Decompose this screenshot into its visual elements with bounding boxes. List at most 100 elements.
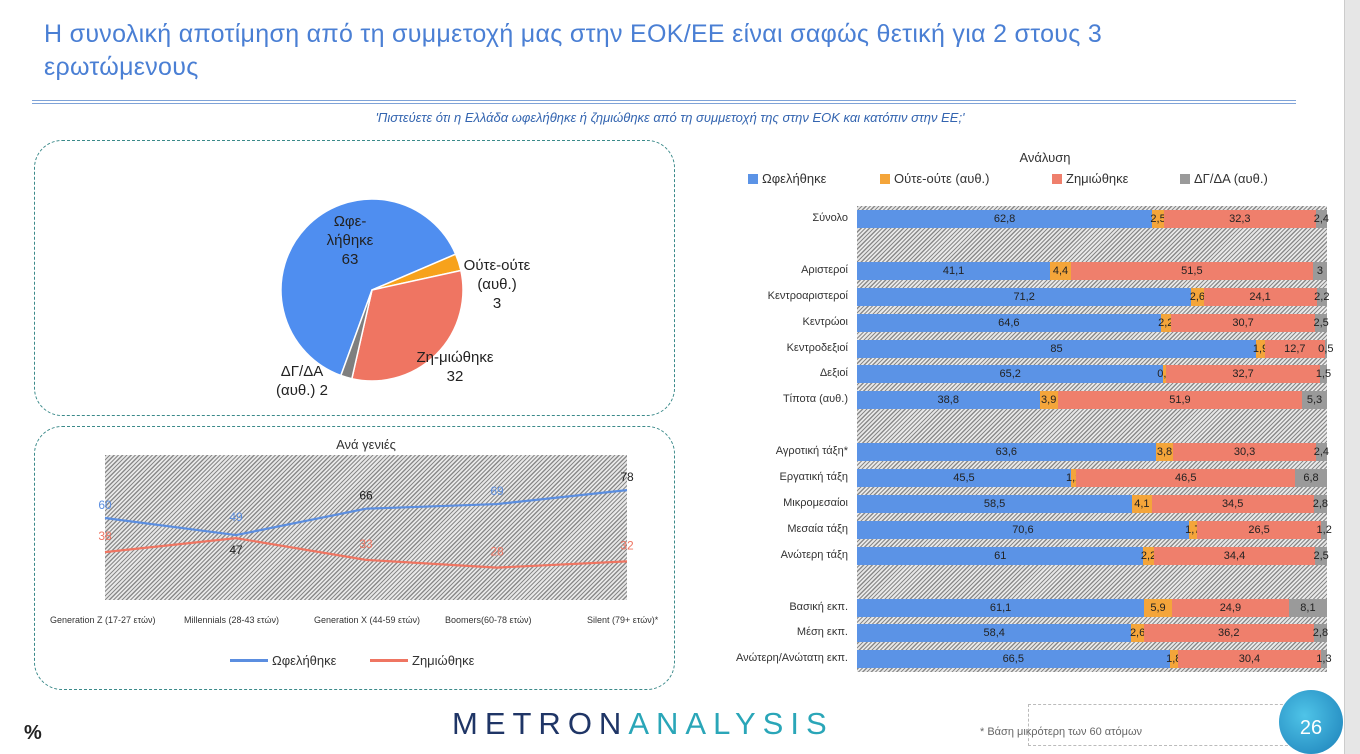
bar-segment: 0,5 [1318,339,1333,358]
data-label: 78 [620,470,634,484]
pie-slice [339,289,373,380]
legend-harmed: Ζημιώθηκε [370,653,474,668]
bar-segment: 64,6 [857,313,1161,332]
bar-row-label: Τίποτα (αυθ.) [782,393,848,406]
pie-label-harmed: Ζη-μιώθηκε 32 [416,349,494,385]
bar-row-label: Αγροτική τάξη* [775,445,848,458]
bar-segment: 2,8 [1313,494,1328,513]
bar-segment: 4,1 [1132,494,1152,513]
pie-chart [280,198,464,382]
legend-line-swatch [230,659,268,662]
bar-segment: 5,3 [1302,391,1327,410]
page-number: 26 [1279,690,1343,754]
data-label: 32 [620,538,634,552]
bar-row-label: Μεσαία τάξη [787,522,848,535]
bar-segment: 58,5 [857,494,1133,513]
x-tick-label: Millennials (28-43 ετών) [184,615,279,625]
bar-segment: 46,5 [1076,469,1296,487]
bar-segment: 3 [1312,261,1327,280]
data-label: 38 [98,529,112,543]
bar-segment: 3,8 [1155,443,1174,462]
data-label: 49 [229,510,243,524]
data-label: 60 [98,498,112,512]
scrollbar[interactable] [1344,0,1360,754]
bar-segment: 1,8 [1166,650,1181,669]
bar-segment: 61,1 [857,598,1145,617]
bar-segment: 30,3 [1173,443,1316,462]
bar-segment: 38,8 [857,391,1040,410]
bar-segment: 24,1 [1203,287,1317,306]
slide-title: Η συνολική αποτίμηση από τη συμμετοχή μα… [44,20,1103,81]
bar-segment: 2,5 [1313,546,1329,565]
bar-row-label: Σύνολο [812,212,848,224]
bar-row-label: Ανώτερη τάξη [780,548,848,561]
question-text: 'Πιστεύετε ότι η Ελλάδα ωφελήθηκε ή ζημι… [375,110,965,125]
bar-segment: 1,5 [1316,365,1331,384]
bar-segment: 63,6 [857,443,1156,462]
bar-segment: 70,6 [857,520,1189,539]
bar-segment: 2,5 [1313,313,1329,332]
bar-segment: 2,5 [1150,210,1166,228]
bar-segment: 5,9 [1144,598,1172,617]
data-label: 47 [229,543,243,557]
bar-segment: 2,6 [1190,287,1205,306]
bar-segment: 32,3 [1163,210,1316,228]
line-chart-title: Ανά γενιές [336,437,396,452]
bar-segment: 26,5 [1196,520,1322,539]
bar-segment: 30,4 [1178,650,1321,669]
bar-segment: 24,9 [1171,598,1289,617]
bar-row-label: Δεξιοί [819,367,848,380]
pie-label-benefited: Ωφε-λήθηκε 63 [326,213,374,268]
bar-segment: 41,1 [857,261,1051,280]
bar-segment: 3,9 [1039,391,1058,410]
legend-benefited: Ωφελήθηκε [748,171,826,186]
bar-segment: 1,7 [1185,520,1200,539]
title-rule [32,100,1296,101]
x-tick-label: Generation X (44-59 ετών) [314,615,421,625]
data-label: 69 [490,484,504,498]
bar-segment: 51,9 [1057,391,1303,410]
x-tick-label: Generation Z (17-27 ετών) [50,615,156,625]
legend-line-swatch [370,659,408,662]
line-panel [34,426,675,690]
bar-segment: 6,8 [1295,469,1327,487]
bar-segment: 2,4 [1314,443,1329,462]
bar-row-label: Αριστεροί [801,263,848,276]
bar-segment: 2,2 [1314,287,1329,306]
bar-segment: 45,5 [857,469,1071,487]
bar-segment: 58,4 [857,624,1132,643]
bar-segment: 61 [857,546,1144,565]
bar-plot-area [857,206,1327,672]
x-tick-label: Boomers(60-78 ετών) [445,615,532,625]
pie-label-dk: ΔΓ/ΔΑ (αυθ.) 2 [276,363,328,399]
footnote-box [1028,704,1298,746]
bar-segment: 34,5 [1151,494,1314,513]
title-rule-2 [32,103,1296,104]
bar-row-label: Μέση εκπ. [796,626,848,639]
bar-segment: 65,2 [857,365,1164,384]
footnote: * Βάση μικρότερη των 60 ατόμων [980,726,1143,738]
pie-slice [350,269,464,382]
bar-chart-title: Ανάλυση [1019,150,1071,165]
bar-row-label: Κεντρώοι [802,315,849,328]
bar-segment: 62,8 [857,210,1153,228]
bar-segment: 32,7 [1166,365,1320,384]
line-plot-area [105,455,627,600]
bar-row-label: Βασική εκπ. [789,600,848,613]
bar-segment: 71,2 [857,287,1192,306]
bar-segment: 12,7 [1265,339,1325,358]
bar-segment: 2,2 [1141,546,1156,565]
bar-segment: 1,9 [1253,339,1268,358]
bar-segment: 51,5 [1070,261,1313,280]
data-label: 28 [490,545,504,559]
bar-segment: 34,4 [1153,546,1316,565]
bar-row-label: Ανώτερη/Ανώτατη εκπ. [736,652,848,665]
series-line [104,537,628,569]
bar-segment: 30,7 [1170,313,1316,332]
data-label: 66 [359,489,373,503]
series-line [104,489,628,537]
bar-segment: 2,8 [1313,624,1328,643]
bar-segment: 36,2 [1143,624,1314,643]
bar-segment: 2,2 [1158,313,1173,332]
legend-neither: Ούτε-ούτε (αυθ.) [880,171,990,186]
